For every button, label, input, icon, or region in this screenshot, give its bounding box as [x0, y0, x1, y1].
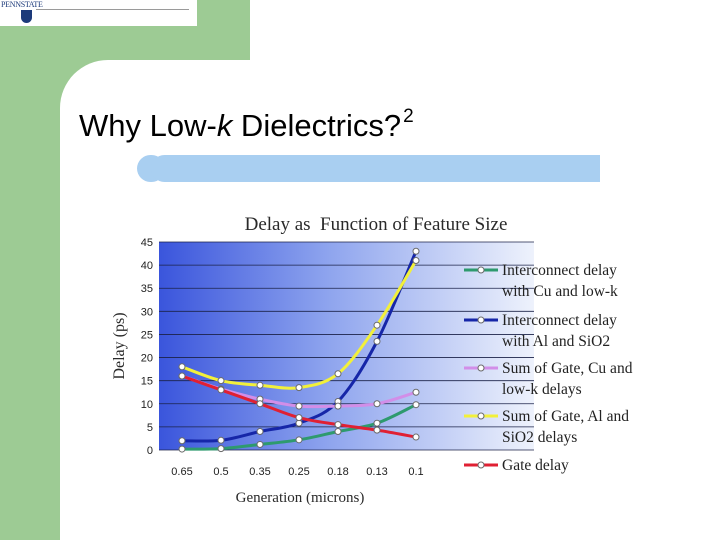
data-point — [373, 426, 381, 434]
x-tick-label: 0.5 — [213, 466, 228, 478]
legend-label: Sum of Gate, Cu and — [502, 360, 633, 377]
title-text-end: Dielectrics? — [232, 108, 402, 143]
legend-marker — [477, 364, 485, 372]
data-point — [217, 377, 225, 385]
y-tick-label: 45 — [141, 237, 153, 249]
y-tick-label: 20 — [141, 353, 153, 365]
data-point — [217, 445, 225, 453]
x-axis-label: Generation (microns) — [236, 490, 365, 506]
data-point — [412, 388, 420, 396]
data-point — [412, 247, 420, 255]
legend-label: Sum of Gate, Al and — [502, 408, 629, 425]
data-point — [373, 400, 381, 408]
legend-label: low-k delays — [502, 381, 582, 398]
legend-label: with Cu and low-k — [502, 283, 618, 300]
data-point — [373, 419, 381, 427]
shield-icon — [21, 10, 32, 23]
title-text-start: Why Low- — [79, 108, 217, 143]
x-tick-label: 0.13 — [366, 466, 387, 478]
y-axis-label: Delay (ps) — [111, 312, 128, 379]
legend-label: Gate delay — [502, 457, 569, 474]
legend-marker — [477, 412, 485, 420]
y-tick-label: 5 — [147, 422, 153, 434]
data-point — [256, 400, 264, 408]
y-tick-label: 25 — [141, 329, 153, 341]
data-point — [256, 428, 264, 436]
legend-marker — [477, 461, 485, 469]
data-point — [178, 372, 186, 380]
legend-marker — [477, 266, 485, 274]
plot-area — [159, 242, 534, 450]
title-text-k: k — [216, 108, 233, 143]
data-point — [295, 436, 303, 444]
y-tick-label: 15 — [141, 376, 153, 388]
data-point — [412, 433, 420, 441]
y-tick-label: 40 — [141, 260, 153, 272]
data-point — [334, 421, 342, 429]
x-tick-label: 0.1 — [408, 466, 423, 478]
data-point — [178, 363, 186, 371]
y-tick-label: 0 — [147, 445, 153, 457]
y-tick-label: 30 — [141, 306, 153, 318]
data-point — [334, 428, 342, 436]
data-point — [373, 337, 381, 345]
data-point — [256, 381, 264, 389]
legend-label: with Al and SiO2 — [502, 333, 610, 350]
logo-divider — [36, 9, 189, 10]
data-point — [295, 384, 303, 392]
legend-label: Interconnect delay — [502, 262, 617, 279]
data-point — [295, 414, 303, 422]
data-point — [256, 440, 264, 448]
data-point — [178, 437, 186, 445]
logo: PENNSTATE — [0, 0, 197, 26]
x-tick-label: 0.25 — [288, 466, 309, 478]
data-point — [334, 370, 342, 378]
data-point — [412, 401, 420, 409]
data-point — [217, 386, 225, 394]
title-bar — [151, 155, 600, 182]
data-point — [217, 436, 225, 444]
y-tick-label: 35 — [141, 283, 153, 295]
y-tick-label: 10 — [141, 399, 153, 411]
slide-title: Why Low-k Dielectrics? 2 — [79, 106, 414, 144]
legend-label: Interconnect delay — [502, 312, 617, 329]
x-tick-label: 0.65 — [171, 466, 192, 478]
legend-marker — [477, 316, 485, 324]
title-superscript: 2 — [403, 106, 414, 127]
delay-chart: Delay as Function of Feature Size 45 40 35… — [111, 214, 633, 506]
data-point — [178, 445, 186, 453]
data-point — [295, 402, 303, 410]
legend-label: SiO2 delays — [502, 429, 577, 446]
x-tick-label: 0.35 — [249, 466, 270, 478]
data-point — [334, 402, 342, 410]
data-point — [373, 321, 381, 329]
logo-text: PENNSTATE — [1, 0, 43, 9]
data-point — [412, 256, 420, 264]
x-tick-label: 0.18 — [327, 466, 348, 478]
chart-title: Delay as Function of Feature Size — [245, 214, 508, 235]
